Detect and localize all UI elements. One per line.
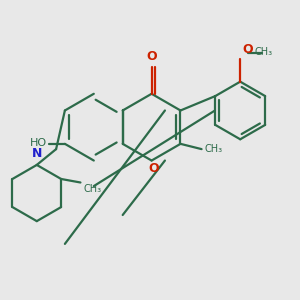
- Text: HO: HO: [30, 138, 47, 148]
- Text: O: O: [242, 44, 253, 56]
- Text: O: O: [148, 162, 159, 175]
- Text: CH₃: CH₃: [204, 144, 223, 154]
- Text: N: N: [32, 147, 42, 161]
- Text: CH₃: CH₃: [83, 184, 101, 194]
- Text: O: O: [146, 50, 157, 63]
- Text: CH₃: CH₃: [255, 47, 273, 57]
